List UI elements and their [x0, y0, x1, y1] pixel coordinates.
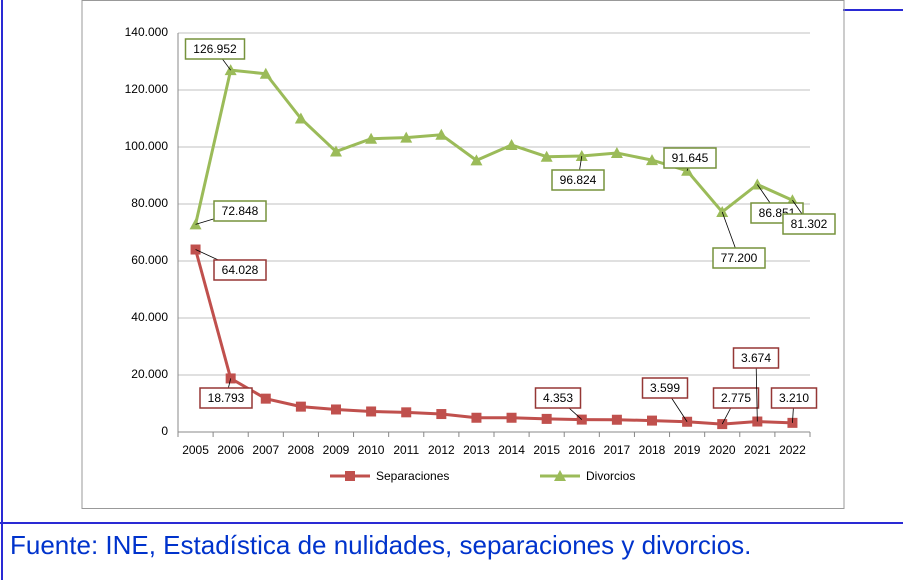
marker: [506, 412, 517, 423]
marker: [330, 145, 342, 157]
marker: [647, 415, 657, 426]
marker: [505, 139, 518, 151]
label-box: [213, 200, 267, 222]
marker: [295, 401, 306, 412]
x-tick-label: 2006: [217, 443, 244, 457]
marker: [471, 412, 482, 423]
x-tick-label: 2013: [463, 443, 490, 457]
marker: [575, 150, 588, 162]
x-tick-label: 2021: [744, 443, 771, 457]
label-box: [534, 387, 582, 409]
data-label: 3.599: [650, 381, 680, 395]
x-tick-label: 2005: [182, 443, 209, 457]
data-label: 18.793: [208, 391, 245, 405]
label-box: [184, 38, 246, 60]
x-tick-label: 2014: [498, 443, 525, 457]
marker: [751, 178, 764, 190]
label-box: [199, 387, 253, 409]
marker: [366, 406, 377, 417]
y-tick-label: 20.000: [131, 367, 168, 381]
marker: [294, 112, 307, 124]
y-tick-label: 120.000: [125, 82, 169, 96]
x-tick-label: 2017: [604, 443, 631, 457]
marker: [331, 404, 341, 415]
data-label: 96.824: [560, 173, 597, 187]
x-tick-label: 2020: [709, 443, 736, 457]
x-tick-label: 2012: [428, 443, 455, 457]
legend-label: Divorcios: [586, 469, 635, 483]
label-box: [712, 247, 766, 269]
data-label: 72.848: [222, 204, 259, 218]
x-tick-label: 2009: [323, 443, 350, 457]
marker: [610, 146, 623, 158]
y-tick-label: 140.000: [125, 25, 169, 39]
label-box: [712, 387, 760, 409]
label-box: [551, 169, 605, 191]
marker: [260, 393, 271, 404]
marker: [401, 407, 412, 418]
marker: [345, 471, 355, 481]
marker: [611, 414, 622, 425]
chart-border: [81, 0, 845, 509]
data-label: 3.674: [741, 351, 771, 365]
marker: [436, 409, 447, 420]
y-tick-label: 40.000: [131, 310, 168, 324]
x-tick-label: 2022: [779, 443, 806, 457]
series-line: [194, 68, 794, 225]
x-tick-label: 2007: [252, 443, 279, 457]
y-tick-label: 80.000: [131, 196, 168, 210]
x-tick-label: 2008: [288, 443, 315, 457]
marker: [435, 128, 448, 140]
data-label: 64.028: [222, 263, 259, 277]
legend-label: Separaciones: [376, 469, 449, 483]
data-label: 77.200: [721, 251, 758, 265]
label-box: [782, 213, 836, 235]
series-line: [194, 249, 793, 426]
marker: [646, 154, 658, 166]
label-box: [641, 377, 689, 399]
marker: [400, 131, 413, 143]
y-tick-label: 60.000: [131, 253, 168, 267]
x-tick-label: 2011: [393, 443, 419, 457]
marker: [189, 218, 202, 230]
marker: [470, 154, 483, 166]
data-label: 126.952: [193, 42, 237, 56]
label-box: [663, 147, 717, 169]
marker: [716, 205, 729, 217]
y-tick-label: 0: [161, 424, 168, 438]
marker: [541, 413, 552, 424]
x-tick-label: 2010: [358, 443, 385, 457]
label-box: [732, 347, 780, 369]
data-label: 3.210: [779, 391, 809, 405]
x-tick-label: 2018: [639, 443, 666, 457]
marker: [554, 470, 566, 481]
data-label: 81.302: [791, 217, 828, 231]
data-label: 2.775: [721, 391, 751, 405]
x-tick-label: 2019: [674, 443, 701, 457]
y-tick-label: 100.000: [125, 139, 169, 153]
data-label: 91.645: [672, 151, 709, 165]
label-box: [213, 259, 267, 281]
footer: Fuente: INE, Estadística de nulidades, s…: [10, 530, 752, 560]
x-tick-label: 2016: [568, 443, 595, 457]
marker: [259, 67, 272, 79]
x-tick-label: 2015: [533, 443, 560, 457]
label-box: [770, 387, 818, 409]
marker: [365, 132, 378, 144]
marker: [540, 150, 553, 162]
data-label: 4.353: [543, 391, 573, 405]
